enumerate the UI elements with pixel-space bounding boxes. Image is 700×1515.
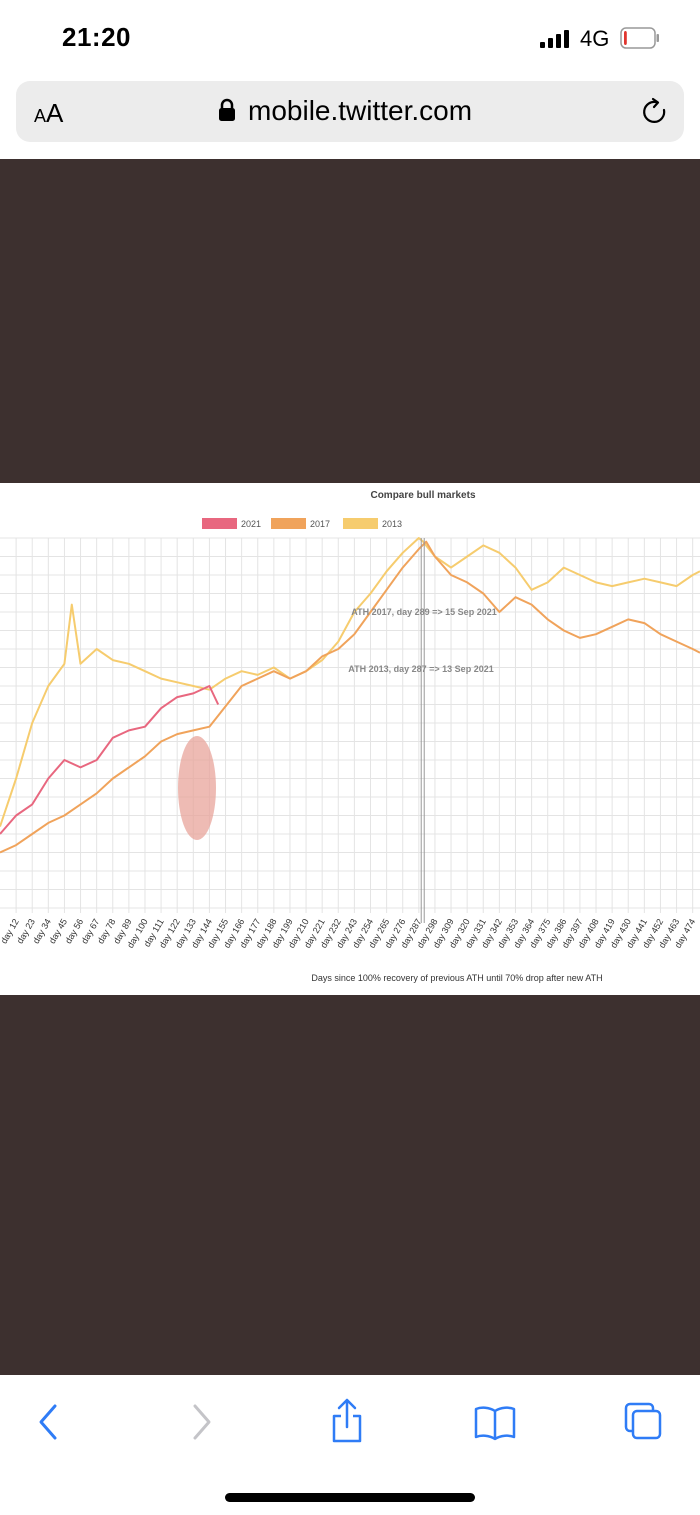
bookmarks-icon[interactable] bbox=[470, 1397, 520, 1447]
legend-swatch-2017 bbox=[271, 518, 306, 529]
text-size-button[interactable]: AA bbox=[34, 98, 64, 128]
ath-marker-line bbox=[420, 538, 425, 923]
annotation-ath-2017: ATH 2017, day 289 => 15 Sep 2021 bbox=[351, 607, 496, 617]
network-type: 4G bbox=[580, 26, 610, 51]
home-indicator bbox=[225, 1493, 475, 1502]
legend-swatch-2021 bbox=[202, 518, 237, 529]
chart-grid bbox=[0, 537, 700, 913]
bull-market-chart: Compare bull markets 2021 2017 2013 ATH 20… bbox=[0, 490, 700, 983]
media-backdrop-bottom bbox=[0, 995, 700, 1375]
series-line-2013 bbox=[0, 537, 700, 827]
series-line-2017 bbox=[0, 540, 700, 854]
status-time: 21:20 bbox=[62, 22, 131, 52]
chart-series bbox=[0, 537, 700, 854]
media-backdrop-top bbox=[0, 159, 700, 483]
tabs-icon[interactable] bbox=[618, 1397, 668, 1447]
reload-icon[interactable] bbox=[640, 97, 670, 127]
highlight-ellipse bbox=[178, 736, 216, 840]
battery-icon bbox=[620, 27, 659, 49]
share-icon[interactable] bbox=[322, 1397, 372, 1447]
lock-icon bbox=[219, 98, 235, 121]
address-bar[interactable]: AA mobile.twitter.com bbox=[16, 81, 684, 142]
signal-bars-icon bbox=[540, 30, 569, 48]
chart-image[interactable]: Compare bull markets 2021 2017 2013 ATH 20… bbox=[0, 483, 700, 995]
highlight-region bbox=[178, 736, 216, 840]
series-line-2021 bbox=[0, 685, 220, 835]
forward-icon[interactable] bbox=[176, 1397, 226, 1447]
browser-toolbar bbox=[0, 1375, 700, 1515]
legend-label-2017: 2017 bbox=[310, 519, 330, 529]
annotation-ath-2013: ATH 2013, day 287 => 13 Sep 2021 bbox=[348, 664, 493, 674]
chart-legend: 2021 2017 2013 bbox=[202, 518, 402, 529]
legend-label-2013: 2013 bbox=[382, 519, 402, 529]
legend-swatch-2013 bbox=[343, 518, 378, 529]
chart-title: Compare bull markets bbox=[370, 490, 475, 501]
back-icon[interactable] bbox=[24, 1397, 74, 1447]
legend-label-2021: 2021 bbox=[241, 519, 261, 529]
status-bar: 21:20 4G bbox=[0, 0, 700, 78]
x-axis-title: Days since 100% recovery of previous ATH… bbox=[311, 973, 602, 983]
url-text[interactable]: mobile.twitter.com bbox=[248, 95, 473, 126]
